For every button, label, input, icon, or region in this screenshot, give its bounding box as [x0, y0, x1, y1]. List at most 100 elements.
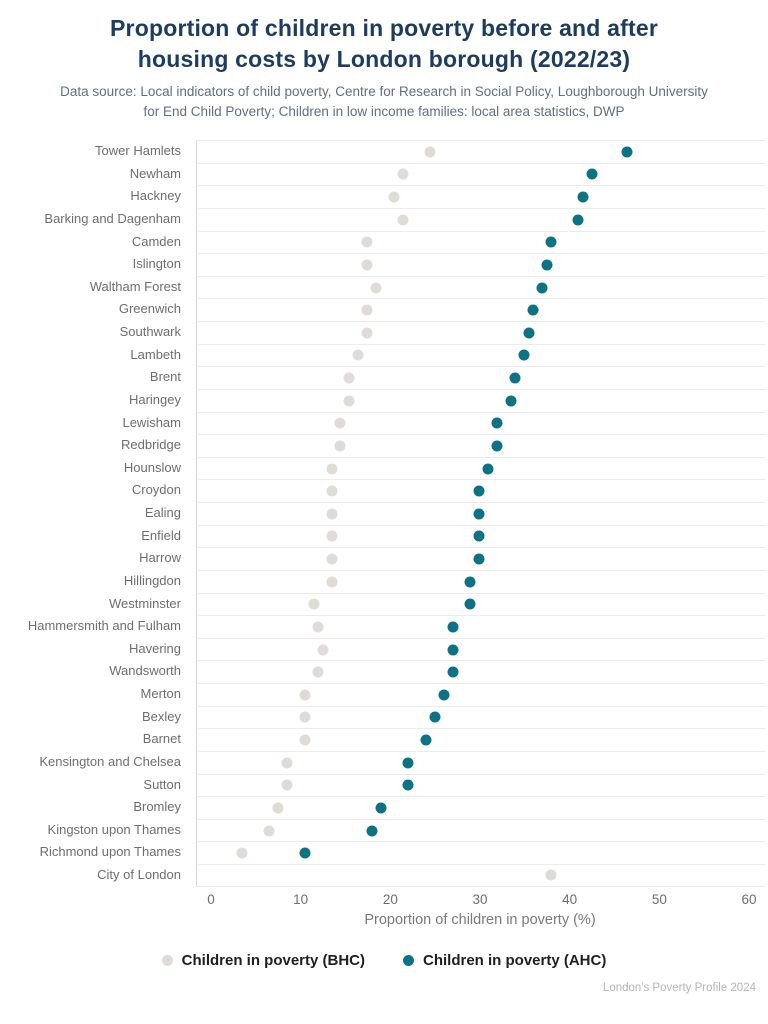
bhc-dot [263, 825, 275, 837]
bhc-dot [317, 644, 329, 656]
borough-label: Hammersmith and Fulham [27, 618, 181, 634]
row-plot-area [196, 683, 766, 706]
chart-header: Proportion of children in poverty before… [0, 0, 768, 122]
row-plot-area [196, 615, 766, 638]
data-source-subtitle: Data source: Local indicators of child p… [60, 84, 708, 119]
chart-row: Southwark [0, 321, 768, 344]
x-axis-title: Proportion of children in poverty (%) [364, 911, 596, 928]
bhc-dot [352, 349, 364, 361]
row-plot-area [196, 524, 766, 548]
bhc-dot [397, 214, 409, 226]
row-plot-area [196, 253, 766, 276]
chart-row: Hammersmith and Fulham [0, 615, 768, 638]
row-plot-area [196, 864, 766, 887]
borough-label: Hackney [130, 188, 181, 204]
row-plot-area [196, 230, 766, 254]
legend-item-bhc: Children in poverty (BHC) [161, 951, 365, 969]
row-plot-area [196, 637, 766, 661]
chart-row: Kingston upon Thames [0, 818, 768, 842]
ahc-dot [621, 146, 633, 158]
borough-label: Bexley [141, 708, 181, 724]
row-plot-area [196, 796, 766, 819]
ahc-dot [523, 327, 535, 339]
legend-label-ahc: Children in poverty (AHC) [423, 951, 607, 969]
ahc-dot [299, 847, 311, 859]
ahc-dot [402, 779, 414, 791]
borough-label: Newham [129, 165, 181, 181]
borough-label: Kensington and Chelsea [39, 753, 181, 769]
chart-row: Barnet [0, 728, 768, 751]
ahc-dot [366, 825, 378, 837]
chart-row: Hackney [0, 185, 768, 208]
row-plot-area [196, 366, 766, 389]
ahc-dot [586, 168, 598, 180]
bhc-dot [334, 440, 346, 452]
borough-label: Brent [149, 369, 181, 385]
row-plot-area [196, 818, 766, 842]
chart-row: Lambeth [0, 343, 768, 367]
ahc-legend-dot-icon [403, 954, 414, 966]
bhc-dot [312, 621, 324, 633]
borough-label: Harrow [139, 550, 181, 566]
row-plot-area [196, 705, 766, 729]
bhc-dot [545, 869, 557, 881]
ahc-dot [491, 417, 503, 429]
row-plot-area [196, 456, 766, 480]
dot-plot-chart: Tower Hamlets Newham Hackney Barking and Da… [0, 140, 768, 887]
bhc-dot [308, 598, 320, 610]
borough-label: Westminster [109, 595, 181, 611]
legend: Children in poverty (BHC) Children in po… [0, 952, 768, 969]
chart-row: Kensington and Chelsea [0, 750, 768, 774]
x-tick-label: 0 [207, 891, 215, 907]
chart-row: Barking and Dagenham [0, 207, 768, 231]
chart-row: Merton [0, 683, 768, 706]
borough-label: Waltham Forest [89, 278, 181, 294]
bhc-dot [397, 168, 409, 180]
borough-label: Enfield [141, 527, 181, 543]
chart-row: Tower Hamlets [0, 140, 768, 163]
ahc-dot [447, 666, 459, 678]
bhc-dot [272, 802, 284, 814]
ahc-dot [438, 689, 450, 701]
chart-row: Islington [0, 253, 768, 276]
ahc-dot [536, 282, 548, 294]
bhc-dot [343, 395, 355, 407]
borough-label: Merton [140, 686, 181, 701]
chart-row: Harrow [0, 547, 768, 570]
chart-row: Haringey [0, 388, 768, 412]
ahc-dot [572, 214, 584, 226]
row-plot-area [196, 275, 766, 299]
row-plot-area [196, 411, 766, 435]
chart-row: Hounslow [0, 456, 768, 480]
x-tick-label: 40 [562, 891, 578, 907]
chart-row: Bexley [0, 705, 768, 729]
ahc-dot [518, 349, 530, 361]
ahc-dot [420, 734, 432, 746]
chart-row: Waltham Forest [0, 275, 768, 299]
row-plot-area [196, 592, 766, 616]
bhc-dot [281, 757, 293, 769]
legend-label-bhc: Children in poverty (BHC) [181, 951, 365, 969]
ahc-dot [473, 553, 485, 565]
row-plot-area [196, 660, 766, 683]
bhc-dot [361, 327, 373, 339]
ahc-dot [447, 621, 459, 633]
row-plot-area [196, 207, 766, 231]
bhc-dot [326, 463, 337, 475]
ahc-dot [447, 644, 459, 656]
ahc-dot [527, 304, 539, 316]
ahc-dot [505, 395, 517, 407]
chart-row: Newham [0, 162, 768, 186]
chart-row: Redbridge [0, 434, 768, 457]
row-plot-area [196, 773, 766, 797]
bhc-dot [361, 236, 373, 248]
borough-label: Haringey [128, 391, 181, 407]
row-plot-area [196, 343, 766, 367]
chart-row: Camden [0, 230, 768, 254]
ahc-dot [375, 802, 387, 814]
row-plot-area [196, 728, 766, 751]
bhc-dot [326, 508, 337, 520]
ahc-dot [402, 757, 414, 769]
borough-label: Croydon [131, 482, 181, 498]
